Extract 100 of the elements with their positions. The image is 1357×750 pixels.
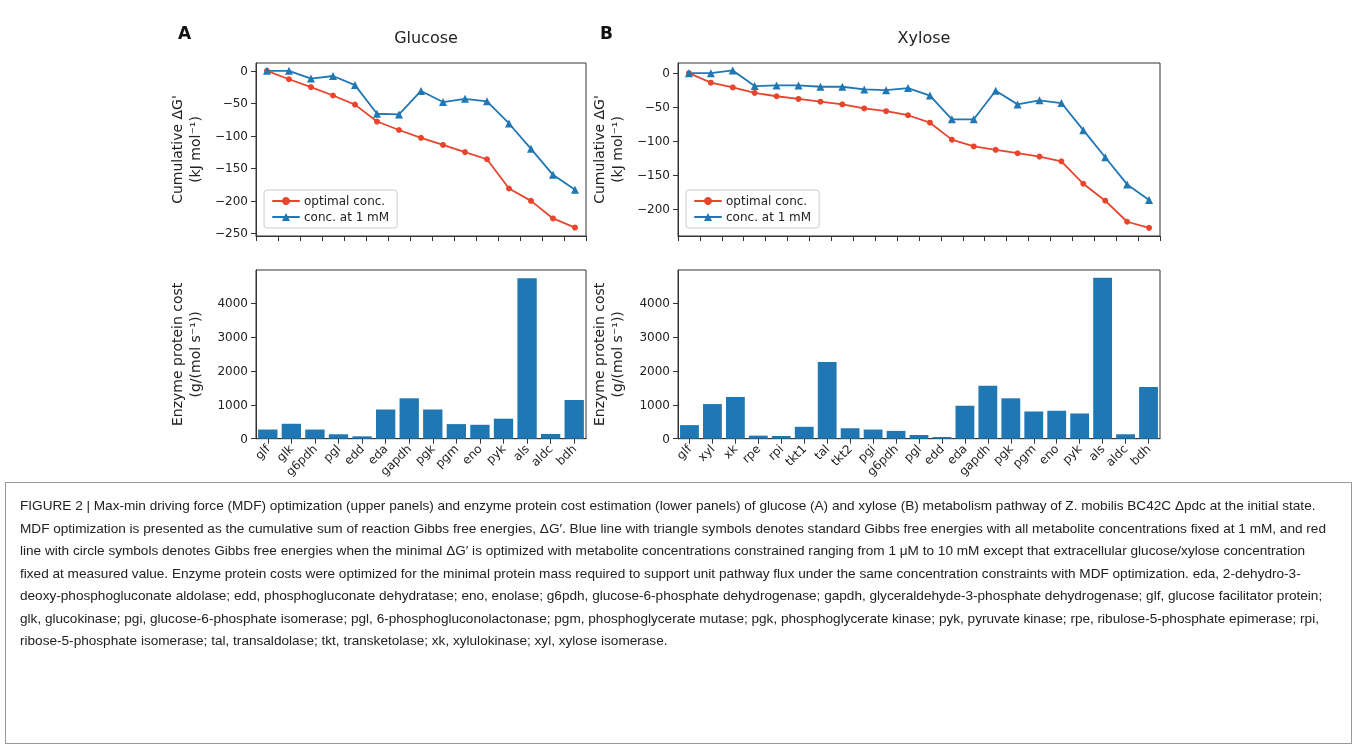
bar [771, 435, 791, 439]
bar [840, 428, 860, 439]
x-tick-label: tkt2 [828, 441, 856, 469]
point [1102, 197, 1109, 204]
point [992, 146, 999, 153]
bar [863, 429, 883, 439]
point [285, 66, 293, 75]
point [550, 215, 556, 222]
x-tick-label: xyl [695, 441, 718, 465]
bar [703, 404, 722, 439]
bar [1024, 411, 1044, 439]
chart-title: Xylose [897, 27, 951, 47]
point [904, 84, 913, 93]
bar [423, 409, 443, 439]
point [352, 101, 358, 108]
y-axis-title: Cumulative ΔG' (kJ mol⁻¹) [169, 95, 203, 204]
point [861, 105, 868, 112]
point [439, 98, 447, 107]
bar [375, 409, 396, 439]
x-tick-label: xk [720, 441, 741, 462]
point [572, 224, 578, 231]
bar [1139, 387, 1158, 439]
point [308, 84, 314, 91]
point [991, 86, 1000, 95]
point [505, 119, 513, 128]
point [549, 170, 557, 179]
point [905, 112, 912, 119]
point [417, 86, 425, 95]
point [1124, 218, 1131, 225]
y-tick-label: 2000 [639, 363, 670, 378]
x-tick-label: edd [921, 441, 947, 468]
point [925, 91, 934, 100]
legend-label: conc. at 1 mM [726, 210, 812, 224]
y-axis-title: Enzyme protein cost (g/(mol s⁻¹)) [591, 282, 625, 427]
point [462, 149, 468, 156]
point [395, 110, 403, 119]
point [1145, 196, 1154, 205]
y-tick-label: 0 [662, 66, 670, 81]
point [286, 76, 292, 83]
point [817, 98, 824, 105]
y-axis-title: Cumulative ΔG' (kJ mol⁻¹) [591, 95, 625, 204]
bar [1116, 434, 1135, 439]
bar [817, 361, 837, 439]
y-tick-label: −100 [637, 134, 670, 149]
point [970, 143, 977, 150]
x-tick-label: tkt1 [782, 441, 810, 469]
y-tick-label: 4000 [639, 295, 670, 310]
bar [1001, 398, 1021, 439]
point [1057, 99, 1066, 108]
bar [517, 278, 537, 439]
point [527, 144, 535, 153]
bar [909, 434, 929, 439]
x-tick-label: pgl [320, 441, 344, 465]
bar [1070, 413, 1090, 439]
point [440, 141, 446, 148]
legend-label: optimal conc. [304, 194, 386, 208]
legend-label: conc. at 1 mM [304, 210, 390, 224]
point [418, 134, 424, 141]
bar [328, 434, 349, 439]
bar [305, 429, 325, 439]
y-tick-label: 0 [240, 431, 248, 446]
bar [955, 405, 975, 439]
bar [680, 425, 699, 439]
point [1080, 180, 1087, 187]
point [330, 92, 336, 99]
y-tick-label: 3000 [639, 329, 670, 344]
bar [978, 385, 998, 439]
bar [794, 426, 814, 439]
chart-title: Glucose [394, 27, 458, 47]
point [883, 108, 890, 115]
y-tick-label: 1000 [639, 397, 670, 412]
point [816, 82, 825, 91]
point [351, 81, 359, 90]
bar [725, 396, 745, 439]
y-tick-label: −50 [644, 100, 670, 115]
y-tick-label: −250 [215, 226, 248, 241]
point [751, 89, 758, 96]
y-tick-label: 0 [662, 431, 670, 446]
bar [886, 430, 906, 439]
y-tick-label: −150 [637, 167, 670, 182]
point [396, 126, 402, 133]
x-tick-label: eno [459, 441, 485, 468]
point [461, 94, 469, 103]
point [1058, 158, 1065, 165]
point [794, 81, 803, 90]
point [838, 82, 847, 91]
bar [1047, 410, 1067, 439]
y-axis-title: Enzyme protein cost (g/(mol s⁻¹)) [169, 282, 203, 427]
point [882, 86, 891, 95]
point [528, 197, 534, 204]
point [571, 185, 579, 194]
x-tick-label: edd [341, 441, 368, 468]
bar [1093, 277, 1113, 439]
bar [540, 433, 561, 439]
point [373, 109, 381, 118]
y-tick-label: −50 [222, 96, 248, 111]
x-tick-label: rpe [739, 441, 764, 466]
point [707, 79, 714, 86]
caption: FIGURE 2 | Max-min driving force (MDF) optimization (upper panels) and enzyme protein cost estimation (lower panels) of glucose (A) and xylose (B) metabolism pathway of Z. mobilis BC42C Δpdc at the initial state. MDF optimization is presented as the cumulative sum of reaction Gibbs free energies, ΔG′. Blue line with triangle symbols denotes standard Gibbs free energies with all metabolite concentrations fixed at 1 mM, and red line with circle symbols denotes Gibbs free energies when the minimal ΔG′ is optimized with metabolite concentrations constrained ranging from 1 μM to 10 mM except that extracellular glucose/xylose concentration fixed at measured value. Enzyme protein costs were optimized for the minimal protein mass required to support unit pathway flux under the same concentration constraints with MDF optimization. eda, 2-dehydro-3-deoxy-phosphogluconate aldolase; edd, phosphogluconate dehydratase; eno, enolase; g6pdh, glucose-6-phosphate dehydrogenase; gapdh, glyceraldehyde-3-phosphate dehydrogenase; glf, glucose facilitator protein; glk, glucokinase; pgi, glucose-6-phosphate isomerase; pgl, 6-phosphogluconolactonase; pgm, phosphoglycerate mutase; pgk, phosphoglycerate kinase; pyk, pyruvate kinase; rpe, ribulose-5-phosphate epimerase; rpi, ribose-5-phosphate isomerase; tal, transaldolase; tkt, transketolase; xk, xylulokinase; xyl, xylose isomerase. [20, 497, 1327, 650]
y-tick-label: 4000 [217, 295, 248, 310]
